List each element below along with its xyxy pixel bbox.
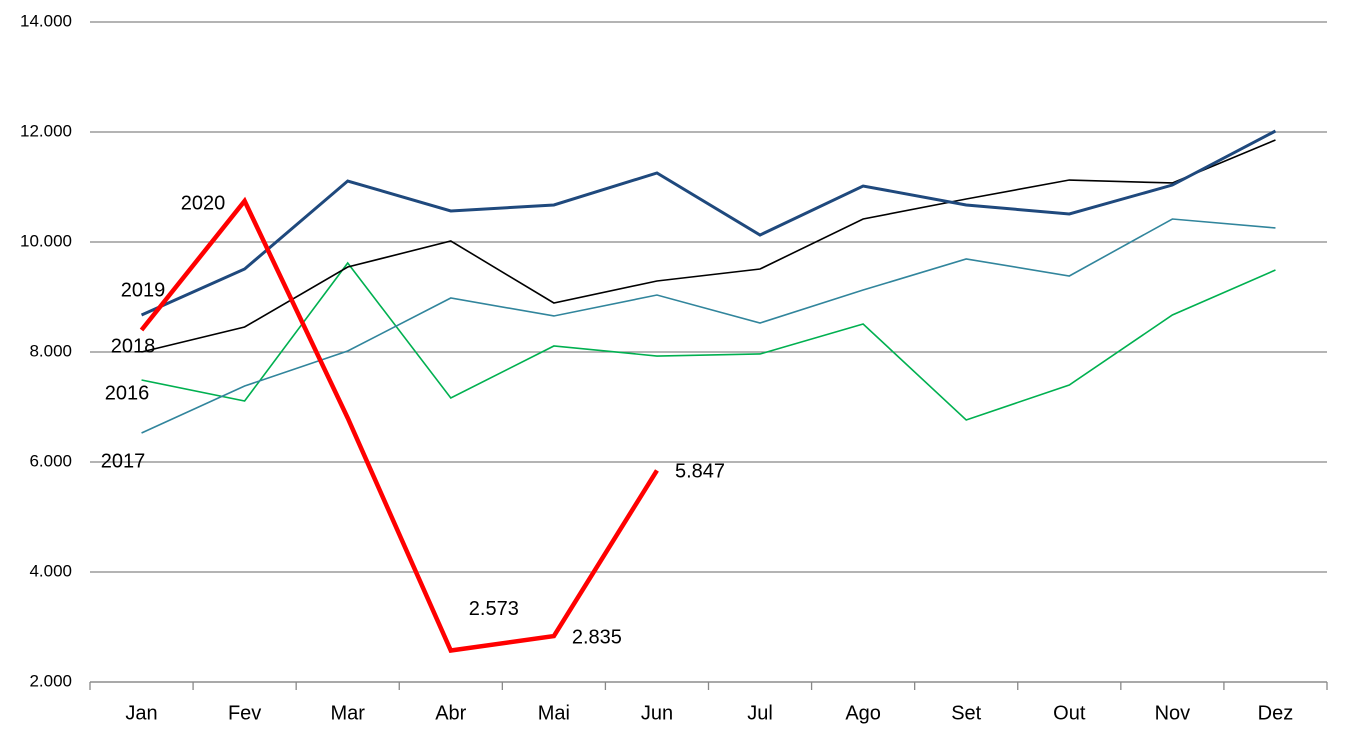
y-tick-label: 4.000: [29, 561, 72, 580]
x-tick-label: Nov: [1155, 702, 1191, 724]
x-tick-label: Out: [1053, 702, 1086, 724]
x-tick-label: Ago: [845, 702, 881, 724]
x-tick-label: Mar: [330, 702, 365, 724]
series-line: [140, 129, 1277, 317]
x-tick-label: Fev: [228, 702, 261, 724]
y-tick-label: 12.000: [20, 121, 72, 140]
y-tick-label: 14.000: [20, 11, 72, 30]
series-label: 2018: [111, 335, 156, 357]
y-tick-label: 8.000: [29, 341, 72, 360]
data-label: 2.835: [572, 626, 622, 648]
series-line: [141, 218, 1276, 434]
series-line: [141, 261, 1276, 421]
y-tick-label: 10.000: [20, 231, 72, 250]
x-tick-label: Abr: [435, 702, 466, 724]
x-tick-label: Set: [951, 702, 981, 724]
x-tick-label: Mai: [538, 702, 570, 724]
series-line: [141, 139, 1276, 353]
data-label: 5.847: [675, 461, 725, 483]
data-label: 2.573: [469, 598, 519, 620]
series-line: [139, 196, 659, 653]
y-tick-label: 6.000: [29, 451, 72, 470]
y-tick-label: 2.000: [29, 671, 72, 690]
x-tick-label: Jan: [125, 702, 157, 724]
series-label: 2016: [105, 382, 150, 404]
series-label: 2020: [181, 192, 226, 214]
x-tick-label: Dez: [1258, 702, 1294, 724]
x-tick-label: Jul: [747, 702, 773, 724]
series-label: 2019: [121, 279, 166, 301]
x-tick-label: Jun: [641, 702, 673, 724]
series-label: 2017: [101, 450, 146, 472]
